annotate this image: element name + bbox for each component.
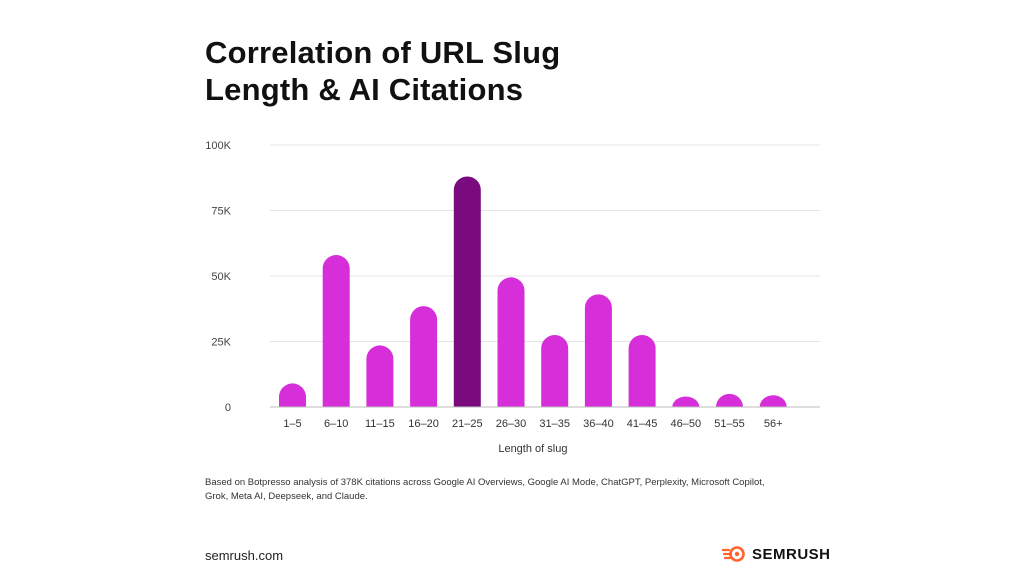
x-axis-label: Length of slug	[498, 443, 567, 455]
bar-5	[453, 176, 481, 407]
bar-12	[759, 395, 787, 407]
x-tick-label: 16–20	[408, 418, 439, 430]
x-tick-label: 31–35	[539, 418, 570, 430]
bar-7	[541, 334, 569, 407]
bar-1	[279, 383, 306, 407]
brand-logo: SEMRUSH	[722, 545, 831, 563]
x-tick-label: 11–15	[365, 418, 395, 430]
x-tick-label: 1–5	[283, 418, 301, 430]
y-tick-label: 100K	[205, 140, 231, 152]
brand-name: SEMRUSH	[752, 545, 831, 563]
bar-2	[322, 255, 350, 407]
y-tick-label: 50K	[211, 271, 231, 283]
bar-4	[410, 306, 438, 407]
bars	[279, 176, 787, 407]
x-axis-ticks: 1–5 6–10 11–15 16–20 21–25 26–30 31–35 36–40 41–…	[283, 418, 782, 430]
x-tick-label: 36–40	[583, 418, 614, 430]
bar-8	[584, 294, 612, 407]
bar-3	[366, 345, 394, 407]
y-tick-label: 25K	[211, 337, 231, 349]
x-tick-label: 41–45	[627, 418, 658, 430]
y-axis-ticks: 0 25K 50K 75K 100K	[205, 140, 231, 414]
site-url: semrush.com	[205, 548, 284, 563]
gridlines	[270, 144, 820, 342]
x-tick-label: 46–50	[671, 418, 702, 430]
x-tick-label: 6–10	[324, 418, 348, 430]
bar-6	[497, 277, 525, 407]
x-tick-label: 56+	[764, 418, 783, 430]
bar-11	[716, 393, 743, 407]
source-footnote: Based on Botpresso analysis of 378K cita…	[205, 477, 765, 502]
chart-title-line-1: Correlation of URL Slug	[205, 35, 561, 70]
bar-10	[672, 396, 700, 407]
x-tick-label: 51–55	[714, 418, 745, 430]
chart-title: Correlation of URL Slug Length & AI Cita…	[205, 34, 805, 108]
y-tick-label: 75K	[211, 206, 231, 218]
semrush-fire-icon	[722, 546, 745, 562]
x-tick-label: 21–25	[452, 418, 483, 430]
chart-title-line-2: Length & AI Citations	[205, 72, 524, 107]
bar-9	[628, 334, 656, 407]
y-tick-label: 0	[225, 402, 231, 414]
x-tick-label: 26–30	[496, 418, 527, 430]
